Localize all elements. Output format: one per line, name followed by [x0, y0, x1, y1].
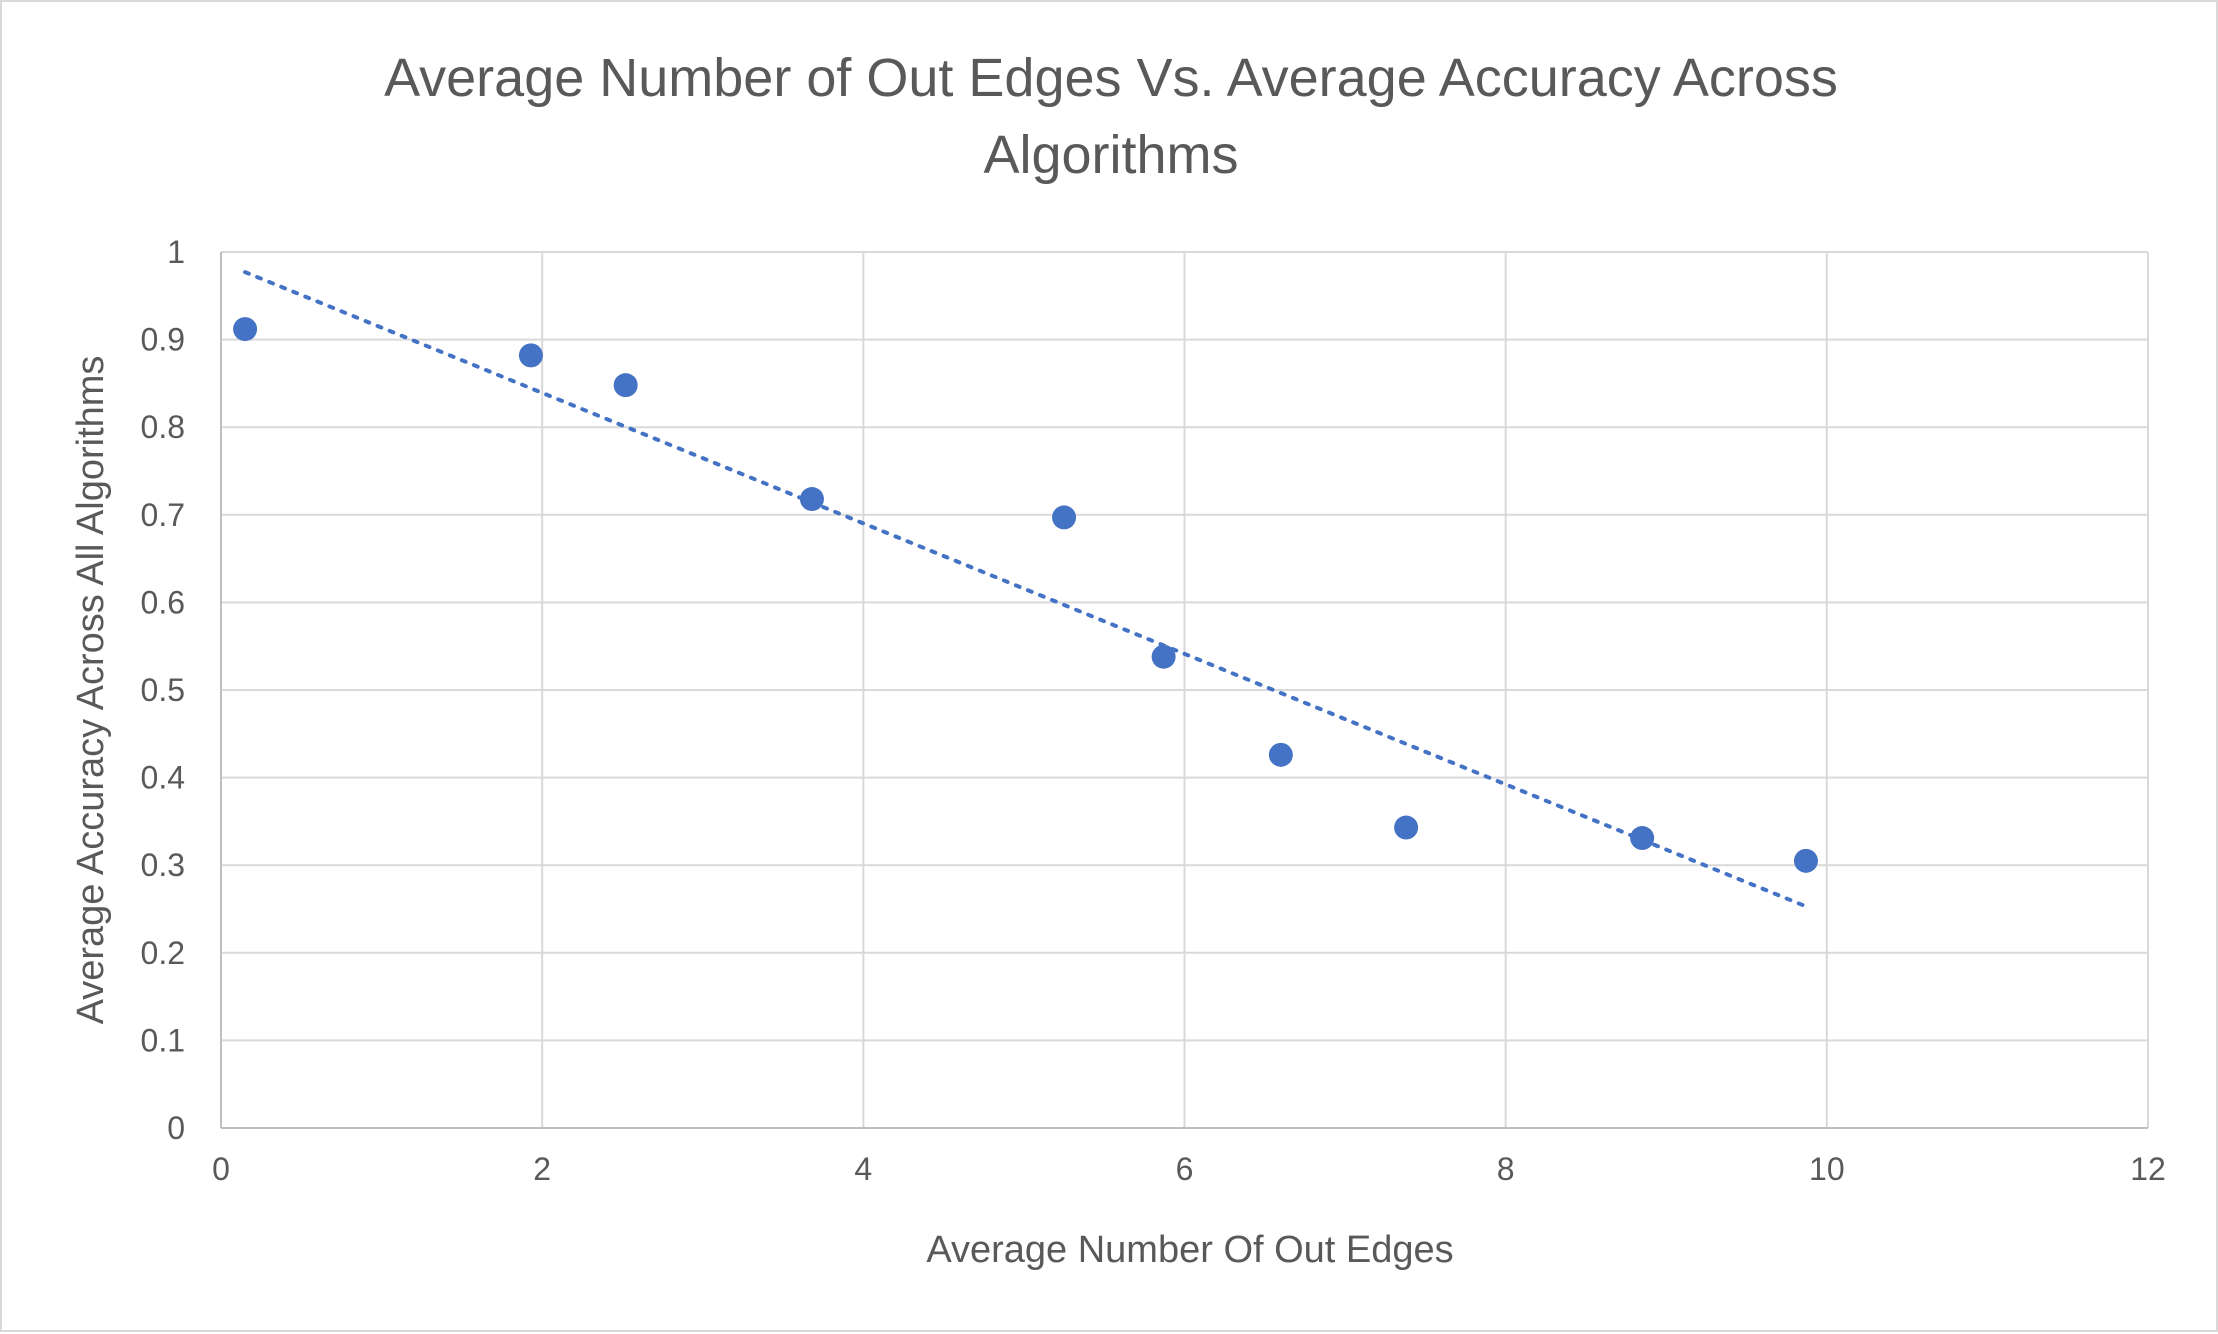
y-tick-label: 0.7 [141, 497, 185, 533]
y-tick-label: 0.8 [141, 409, 185, 445]
chart-title-line-1: Average Number of Out Edges Vs. Average … [384, 48, 1838, 108]
y-tick-label: 0.5 [141, 672, 185, 708]
y-tick-label: 0.6 [141, 584, 185, 620]
data-point [1268, 742, 1293, 767]
x-tick-label: 12 [2130, 1151, 2166, 1187]
y-tick-label: 0.3 [141, 847, 185, 883]
x-tick-label: 0 [212, 1151, 230, 1187]
x-tick-label: 8 [1497, 1151, 1515, 1187]
x-tick-label: 2 [533, 1151, 551, 1187]
y-axis-title: Average Accuracy Across All Algorithms [70, 356, 112, 1025]
axes [220, 252, 2148, 1129]
data-point [1151, 644, 1176, 669]
data-point [1630, 826, 1655, 851]
y-tick-label: 0.1 [141, 1022, 185, 1058]
y-tick-label: 1 [167, 234, 185, 270]
data-point [613, 373, 638, 398]
x-tick-label: 10 [1809, 1151, 1845, 1187]
trendline-group [243, 270, 1808, 909]
data-points [233, 317, 1818, 873]
y-tick-label: 0.4 [141, 760, 185, 796]
data-point [1793, 848, 1818, 873]
x-tick-label: 6 [1176, 1151, 1194, 1187]
data-point [799, 487, 824, 512]
chart-title-line-2: Algorithms [983, 125, 1238, 185]
x-axis-title: Average Number Of Out Edges [926, 1229, 1453, 1271]
x-tick-label: 4 [854, 1151, 872, 1187]
data-point [1394, 815, 1419, 840]
data-point [233, 317, 258, 342]
gridlines [221, 251, 2149, 1128]
y-tick-label: 0 [167, 1110, 185, 1146]
x-tick-labels: 0 2 4 6 8 10 12 [212, 1151, 2166, 1187]
y-tick-labels: 0 0.1 0.2 0.3 0.4 0.5 0.6 0.7 0.8 0.9 1 [141, 234, 185, 1146]
y-tick-label: 0.2 [141, 935, 185, 971]
linear-trendline [243, 270, 1808, 909]
data-point [518, 343, 543, 368]
data-point [1052, 505, 1077, 530]
y-tick-label: 0.9 [141, 322, 185, 358]
